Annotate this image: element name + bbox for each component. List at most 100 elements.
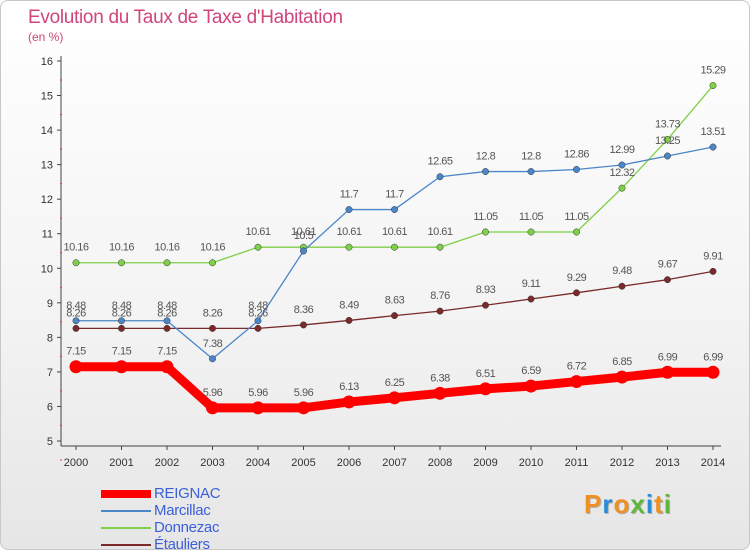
data-label: 8.93 — [476, 284, 496, 296]
data-label: 12.86 — [564, 148, 589, 160]
data-point — [709, 267, 717, 275]
data-point — [524, 379, 538, 393]
y-tick-label: 11 — [42, 229, 53, 241]
data-point — [163, 317, 171, 325]
data-point — [160, 360, 174, 374]
y-tick-label: 10 — [41, 263, 53, 275]
y-tick-label: 16 — [41, 56, 53, 68]
data-label: 6.59 — [521, 365, 541, 377]
line-chart: 5 6 7 8 9 10 11 12 13 14 15 16 2000 2001 2002 2003 2004 2… — [41, 56, 726, 469]
x-tick-label: 2000 — [64, 457, 88, 469]
data-point — [391, 206, 398, 213]
data-label: 11.7 — [340, 189, 359, 201]
data-label: 13.51 — [700, 126, 725, 138]
data-label: 8.48 — [66, 300, 86, 312]
data-point — [479, 382, 492, 396]
data-point — [254, 243, 262, 251]
legend-swatch — [101, 527, 151, 529]
logo-letter: P — [584, 489, 603, 519]
x-tick-label: 2010 — [519, 457, 543, 469]
y-tick-label: 13 — [41, 160, 53, 172]
data-point — [618, 161, 626, 169]
data-label: 10.16 — [63, 242, 88, 254]
data-point — [163, 259, 171, 267]
legend-swatch — [101, 510, 151, 512]
data-label: 9.67 — [658, 259, 678, 271]
x-tick-label: 2009 — [473, 457, 497, 469]
data-label: 10.61 — [336, 226, 361, 238]
legend-label: REIGNAC — [154, 485, 221, 502]
x-tick-label: 2014 — [701, 457, 725, 469]
x-tick-label: 2005 — [291, 457, 315, 469]
data-point — [527, 295, 535, 303]
data-point — [342, 395, 356, 409]
data-label: 13.73 — [655, 118, 680, 130]
data-label: 9.48 — [612, 265, 632, 277]
x-tick-label: 2012 — [610, 457, 634, 469]
data-label: 8.63 — [385, 295, 405, 307]
data-label: 12.65 — [427, 156, 452, 168]
data-label: 12.8 — [521, 151, 541, 163]
logo-letter: t — [654, 489, 664, 519]
data-point — [482, 228, 489, 236]
data-point — [709, 143, 717, 151]
chart-unit-label: (en %) — [28, 30, 64, 44]
x-tick-label: 2003 — [200, 457, 224, 469]
data-point — [69, 360, 83, 374]
data-point — [345, 206, 353, 213]
data-label: 6.85 — [612, 356, 632, 368]
y-tick-label: 6 — [47, 401, 53, 413]
data-label: 8.48 — [248, 300, 268, 312]
data-point — [615, 370, 629, 384]
data-label: 6.51 — [476, 368, 496, 380]
data-label: 10.61 — [382, 226, 407, 238]
data-label: 8.36 — [294, 304, 314, 316]
data-point — [527, 168, 535, 175]
data-label: 8.49 — [339, 299, 359, 311]
logo-letter: r — [602, 489, 614, 519]
logo-letter: o — [613, 489, 631, 519]
data-point — [300, 321, 307, 329]
data-label: 11.7 — [385, 189, 404, 201]
y-tick-label: 5 — [47, 436, 53, 448]
data-point — [664, 276, 671, 284]
data-label: 7.15 — [112, 346, 132, 358]
data-label: 5.96 — [294, 387, 314, 399]
data-label: 8.26 — [66, 307, 86, 319]
x-tick-label: 2013 — [655, 457, 679, 469]
y-tick-label: 7 — [47, 367, 53, 379]
data-label: 10.61 — [245, 226, 270, 238]
legend-swatch — [101, 544, 151, 546]
proxiti-logo: Proxiti — [584, 489, 672, 520]
chart-title: Evolution du Taux de Taxe d'Habitation — [28, 7, 343, 28]
data-point — [300, 247, 307, 255]
data-point — [254, 324, 262, 332]
data-label: 10.16 — [200, 242, 225, 254]
data-point — [573, 166, 580, 173]
data-point — [482, 301, 489, 309]
data-label: 8.48 — [157, 300, 177, 312]
data-label: 5.96 — [203, 387, 223, 399]
data-label: 12.99 — [609, 144, 634, 156]
data-point — [388, 391, 401, 405]
data-label: 11.05 — [519, 211, 544, 223]
data-point — [118, 324, 125, 332]
data-label: 5.96 — [248, 387, 268, 399]
logo-letter: i — [645, 489, 655, 519]
data-point — [664, 152, 671, 160]
data-label: 8.26 — [157, 307, 177, 319]
x-tick-label: 2001 — [109, 457, 133, 469]
data-label: 6.25 — [385, 377, 405, 389]
x-tick-label: 2004 — [246, 457, 270, 469]
data-label: 15.29 — [700, 65, 725, 77]
data-point — [163, 324, 171, 332]
data-point — [436, 173, 444, 181]
y-tick-label: 12 — [41, 194, 53, 206]
data-point — [209, 355, 216, 363]
data-point — [72, 317, 80, 325]
data-label: 8.76 — [430, 290, 450, 302]
data-point — [570, 375, 583, 389]
data-label: 6.72 — [567, 361, 587, 373]
data-label: 6.38 — [430, 372, 450, 384]
data-point — [345, 316, 353, 324]
